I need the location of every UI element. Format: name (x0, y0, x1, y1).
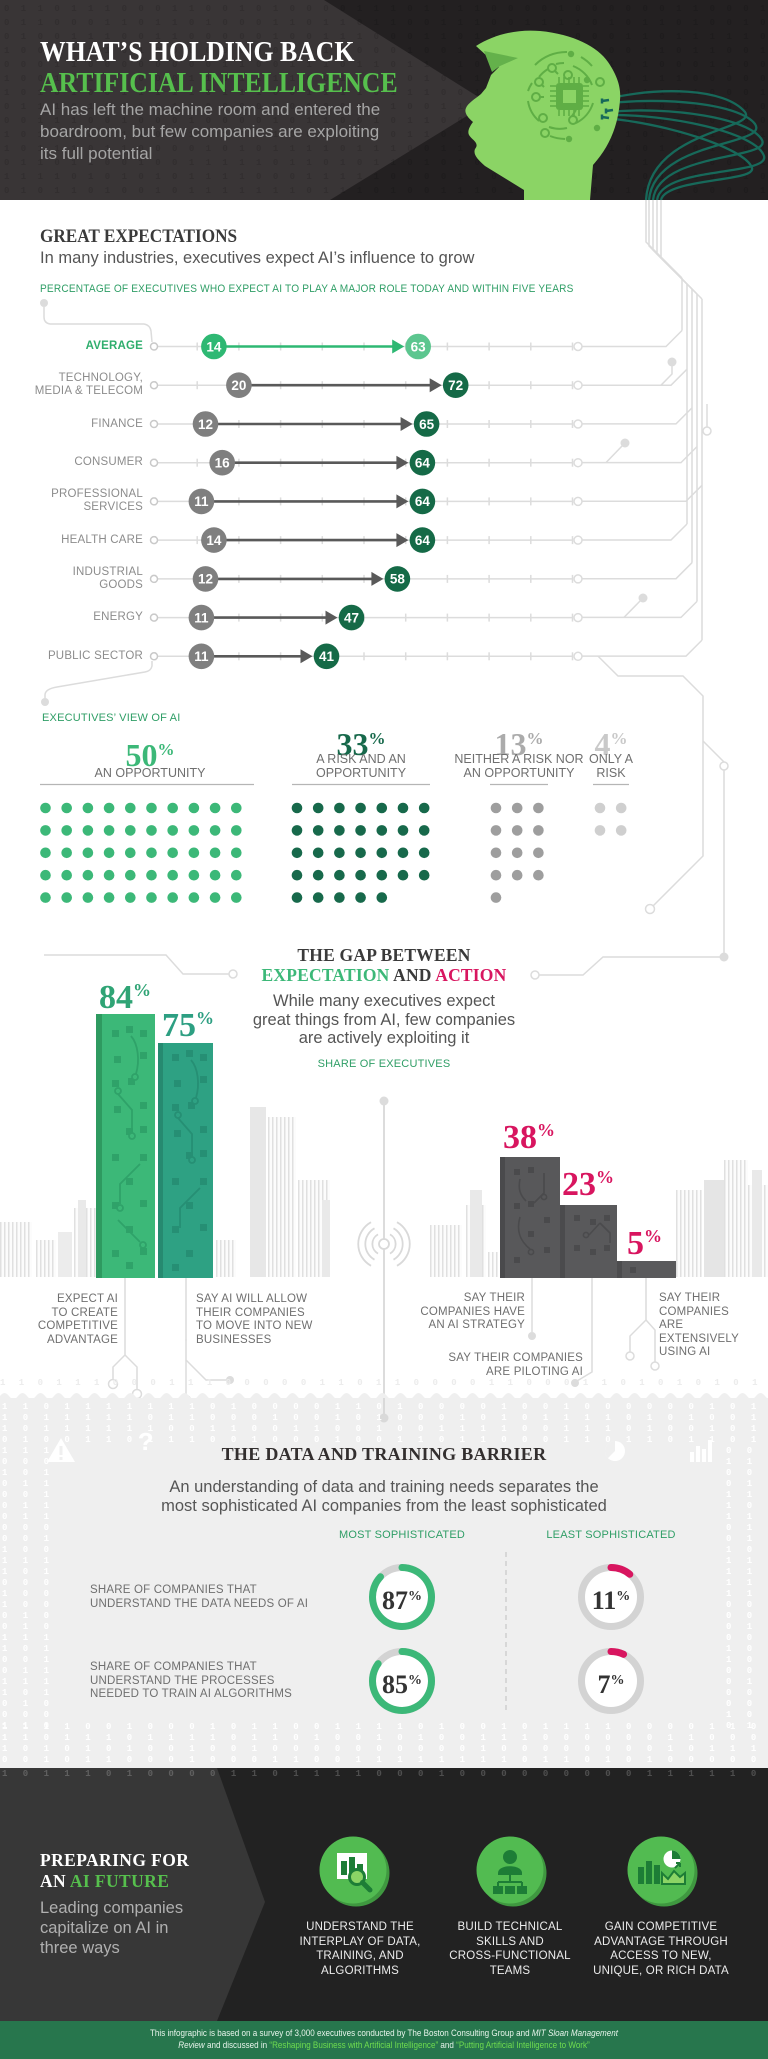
svg-text:11: 11 (194, 610, 209, 625)
svg-text:64: 64 (415, 456, 431, 471)
svg-text:72: 72 (448, 378, 463, 393)
svg-text:12: 12 (198, 572, 213, 587)
svg-text:16: 16 (215, 456, 231, 471)
svg-text:64: 64 (415, 533, 431, 548)
svg-text:14: 14 (206, 339, 222, 354)
svg-text:58: 58 (390, 572, 406, 587)
svg-text:11: 11 (194, 649, 209, 664)
svg-text:11: 11 (194, 494, 209, 509)
svg-text:64: 64 (415, 494, 431, 509)
svg-text:65: 65 (419, 417, 435, 432)
svg-text:47: 47 (344, 610, 359, 625)
svg-text:14: 14 (206, 533, 222, 548)
svg-text:41: 41 (319, 649, 335, 664)
svg-text:20: 20 (231, 378, 246, 393)
svg-text:12: 12 (198, 417, 213, 432)
svg-text:63: 63 (411, 339, 427, 354)
